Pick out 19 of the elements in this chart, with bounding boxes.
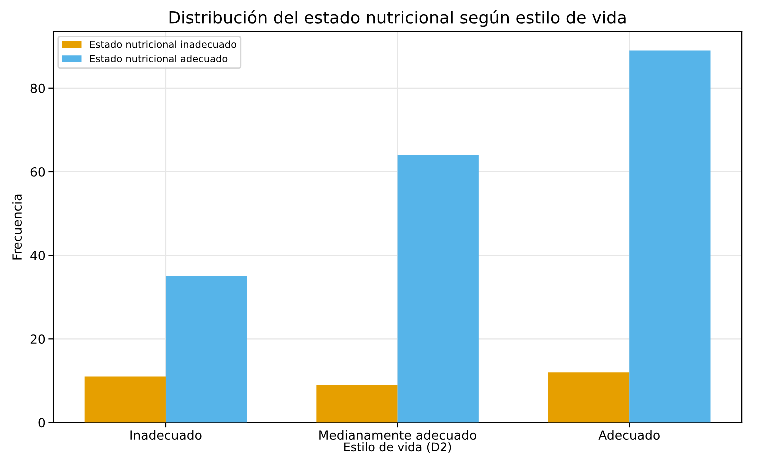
legend-label: Estado nutricional adecuado (90, 55, 228, 63)
y-tick-label: 60 (30, 167, 46, 177)
y-axis-title: Frecuencia (12, 194, 22, 260)
bar (548, 372, 630, 423)
x-axis-title: Estilo de vida (D2) (344, 442, 452, 453)
legend-label: Estado nutricional inadecuado (90, 40, 236, 48)
y-tick-label: 80 (30, 84, 46, 94)
y-tick-label: 40 (30, 251, 46, 260)
y-tick-label: 20 (30, 334, 46, 344)
x-tick-label: Inadecuado (130, 430, 202, 440)
y-tick-label: 0 (38, 418, 46, 428)
bar (84, 376, 166, 423)
bar (630, 50, 711, 423)
chart-title: Distribución del estado nutricional según estilo de vida (170, 10, 626, 28)
x-tick-label: Adecuado (598, 430, 660, 440)
bar (316, 385, 398, 423)
bar (166, 276, 248, 423)
x-tick-label: Medianamente adecuado (320, 430, 477, 440)
bar (398, 155, 479, 423)
